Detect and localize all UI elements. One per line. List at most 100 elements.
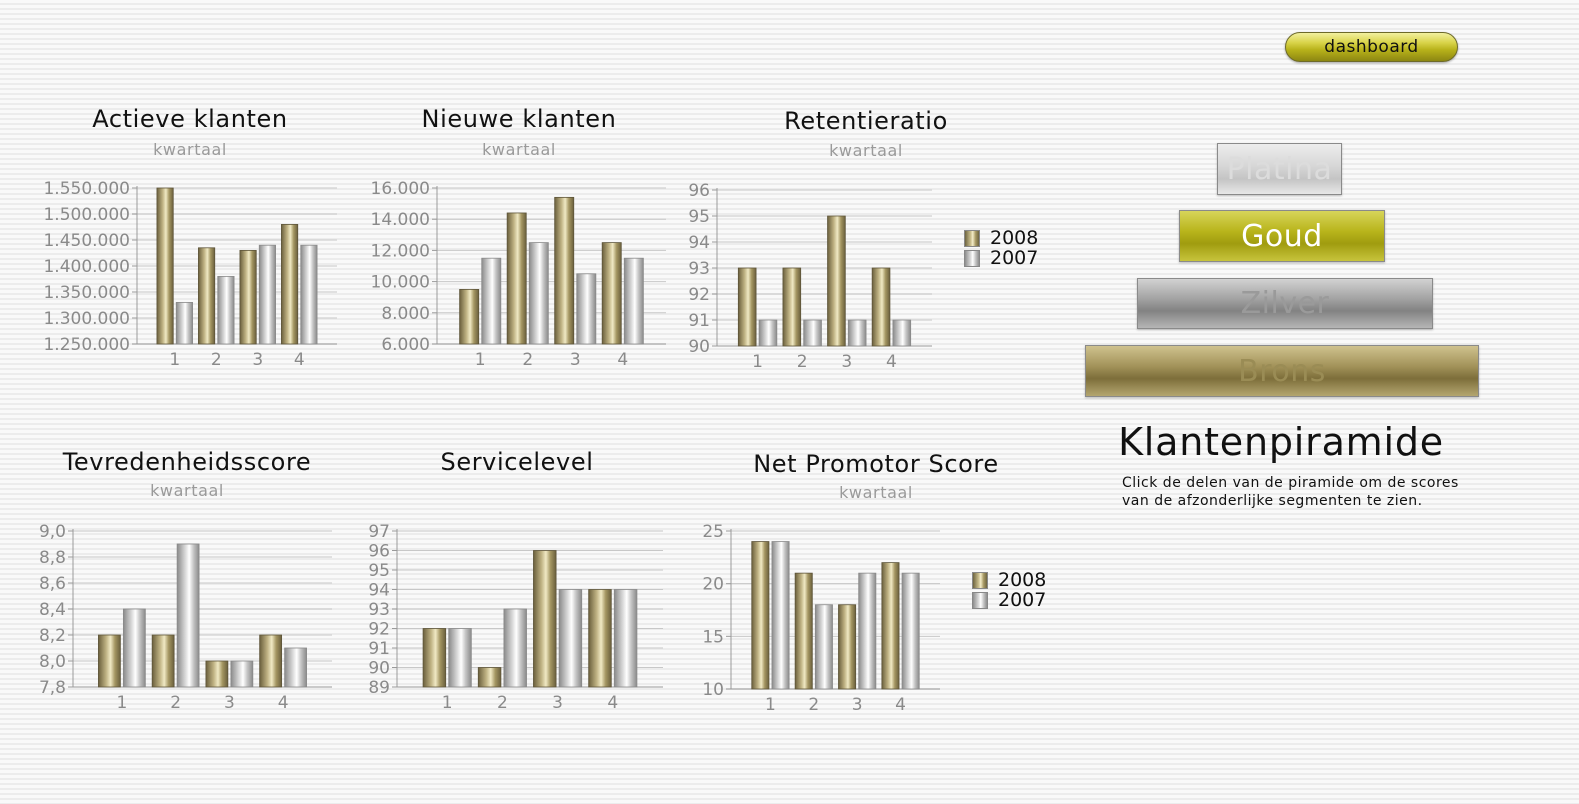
chart-title: Actieve klanten: [92, 105, 288, 133]
x-tick-label: 4: [895, 695, 906, 715]
bar-2008-q3: [827, 215, 846, 347]
legend-swatch-2007: [972, 591, 988, 609]
y-tick-label: 20: [702, 575, 724, 595]
x-tick-label: 3: [841, 352, 852, 372]
legend-swatch-2008: [964, 229, 980, 247]
bar-2008-q1: [459, 288, 480, 345]
legend-swatch-2008: [972, 571, 988, 589]
legend-label-2007: 2007: [990, 247, 1039, 269]
y-tick-label: 97: [368, 522, 390, 542]
chart-tevredenheidsscore: Tevredenheidsscore kwartaal 7,8 8,0 8,2 8,4 8,…: [0, 446, 342, 717]
y-tick-label: 8,4: [39, 600, 66, 620]
bar-2008-q1: [751, 541, 770, 690]
chart-net-promotor-score: Net Promotor Score kwartaal 10 15 20 25 1 2 3 4: [611, 448, 998, 719]
y-tick-label: 8,6: [39, 574, 66, 594]
y-tick-label: 93: [688, 259, 710, 279]
y-tick-label: 95: [368, 561, 390, 581]
y-tick-label: 15: [702, 627, 724, 647]
x-tick-label: 3: [252, 350, 263, 370]
x-tick-label: 3: [552, 693, 563, 713]
x-tick-label: 2: [497, 693, 508, 713]
bar-2008-q4: [881, 562, 900, 690]
y-tick-label: 90: [688, 337, 710, 357]
bar-2008-q2: [794, 572, 813, 690]
chart-title: Net Promotor Score: [753, 450, 999, 478]
bar-2007-q4: [901, 572, 920, 690]
x-tick-label: 1: [752, 352, 763, 372]
legend-top: 2008 2007: [964, 228, 1038, 268]
legend-label-2008: 2008: [990, 227, 1039, 249]
y-tick-label: 1.350.000: [43, 283, 130, 303]
y-tick-label: 1.300.000: [43, 309, 130, 329]
bar-2008-q3: [205, 660, 229, 688]
y-tick-label: 10.000: [371, 273, 430, 293]
chart-subtitle: kwartaal: [839, 483, 913, 502]
pyramid-segment-goud[interactable]: Goud: [1179, 210, 1385, 262]
bar-2007-q3: [576, 273, 597, 345]
x-tick-label: 4: [617, 350, 628, 370]
bar-2007-q3: [847, 319, 867, 347]
x-tick-label: 4: [886, 352, 897, 372]
bar-2007-q3: [258, 244, 276, 345]
legend-item-2008: 2008: [972, 570, 1046, 590]
chart-title: Nieuwe klanten: [421, 105, 617, 133]
bar-2008-q4: [259, 634, 283, 688]
bar-2007-q2: [176, 543, 200, 688]
legend-item-2008: 2008: [964, 228, 1038, 248]
y-tick-label: 94: [688, 233, 710, 253]
pyramid-segment-brons[interactable]: Brons: [1085, 345, 1479, 397]
bar-2008-q1: [98, 634, 121, 688]
bar-2007-q3: [230, 660, 254, 688]
x-tick-label: 2: [170, 693, 181, 713]
dashboard-button[interactable]: dashboard: [1285, 32, 1458, 62]
bar-2008-q4: [871, 267, 891, 347]
y-tick-label: 91: [368, 639, 390, 659]
y-tick-label: 8.000: [381, 304, 430, 324]
chart-retentieratio: Retentieratio kwartaal 90 91 92 93 94 95 96 1 2 3 4: [597, 105, 947, 376]
y-tick-label: 25: [702, 522, 724, 542]
legend-item-2007: 2007: [972, 590, 1046, 610]
bar-2008-q2: [477, 667, 502, 688]
y-tick-label: 96: [368, 542, 390, 562]
bar-2007-q4: [300, 244, 318, 345]
bar-2008-q4: [281, 224, 299, 345]
bar-2007-q1: [122, 608, 146, 688]
y-tick-label: 12.000: [371, 241, 430, 261]
legend-label-2007: 2007: [998, 589, 1047, 611]
chart-plot: 7,8 8,0 8,2 8,4 8,6 8,8 9,0 1 2 3 4: [39, 522, 332, 713]
pyramid-segment-zilver[interactable]: Zilver: [1137, 278, 1433, 329]
x-tick-label: 2: [797, 352, 808, 372]
bar-2007-q4: [892, 319, 912, 347]
x-tick-label: 2: [522, 350, 533, 370]
y-tick-label: 92: [688, 285, 710, 305]
y-tick-label: 93: [368, 600, 390, 620]
x-tick-label: 2: [808, 695, 819, 715]
x-tick-label: 1: [169, 350, 180, 370]
x-tick-label: 4: [607, 693, 618, 713]
bar-2007-q1: [758, 319, 778, 347]
bar-2007-q4: [623, 257, 644, 345]
bar-2007-q2: [528, 242, 549, 345]
bar-2007-q4: [613, 589, 638, 688]
bar-2007-q1: [481, 257, 502, 345]
bar-2008-q2: [198, 247, 216, 345]
bar-2007-q2: [803, 319, 822, 347]
x-tick-label: 4: [294, 350, 305, 370]
chart-subtitle: kwartaal: [829, 141, 903, 160]
bar-2007-q2: [814, 604, 833, 690]
x-tick-label: 3: [852, 695, 863, 715]
bar-2008-q1: [156, 187, 174, 345]
y-tick-label: 91: [688, 311, 710, 331]
y-tick-label: 90: [368, 659, 390, 679]
bar-2008-q3: [838, 604, 857, 690]
bar-2007-q4: [284, 647, 307, 688]
y-tick-label: 1.400.000: [43, 257, 130, 277]
x-tick-label: 2: [211, 350, 222, 370]
y-tick-label: 7,8: [39, 678, 66, 698]
chart-title: Retentieratio: [784, 107, 948, 135]
y-tick-label: 10: [702, 680, 724, 700]
bar-2007-q1: [448, 628, 472, 688]
y-tick-label: 92: [368, 620, 390, 640]
y-tick-label: 1.250.000: [43, 335, 130, 355]
pyramid-segment-platina[interactable]: Platina: [1217, 143, 1342, 195]
